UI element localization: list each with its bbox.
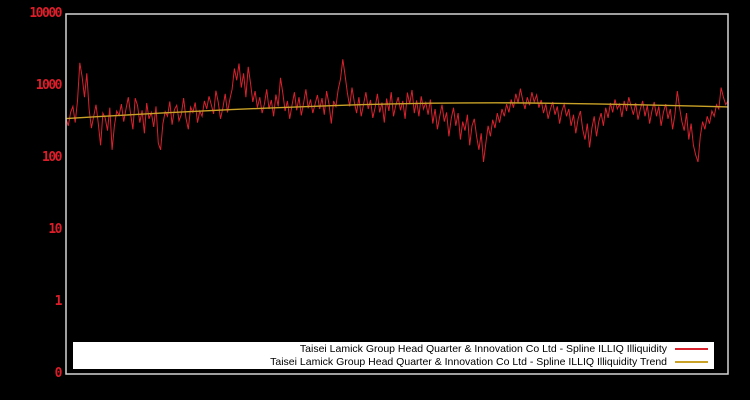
y-tick-label-10: 10 bbox=[48, 222, 62, 237]
y-tick-label-100: 100 bbox=[42, 150, 62, 165]
illiquidity-trend-line bbox=[65, 102, 729, 120]
y-tick-label-10000: 10000 bbox=[29, 6, 62, 21]
illiquidity-series-line bbox=[65, 59, 729, 163]
legend-swatch-illiquidity-line bbox=[675, 348, 708, 350]
y-tick-label-0: 0 bbox=[54, 366, 63, 381]
legend-label-trend: Taisei Lamick Group Head Quarter & Innov… bbox=[270, 355, 667, 368]
legend-swatch-trend-line bbox=[675, 361, 708, 363]
y-axis-tick-labels: 10000 1000 100 10 1 0 bbox=[0, 0, 63, 400]
plot-border bbox=[65, 13, 729, 375]
legend-row-trend: Taisei Lamick Group Head Quarter & Innov… bbox=[73, 356, 714, 369]
y-tick-label-1000: 1000 bbox=[35, 78, 63, 93]
legend-row-illiquidity: Taisei Lamick Group Head Quarter & Innov… bbox=[73, 343, 714, 356]
y-tick-label-1: 1 bbox=[54, 294, 63, 309]
legend-label-illiquidity: Taisei Lamick Group Head Quarter & Innov… bbox=[299, 342, 667, 355]
legend: Taisei Lamick Group Head Quarter & Innov… bbox=[73, 342, 714, 369]
